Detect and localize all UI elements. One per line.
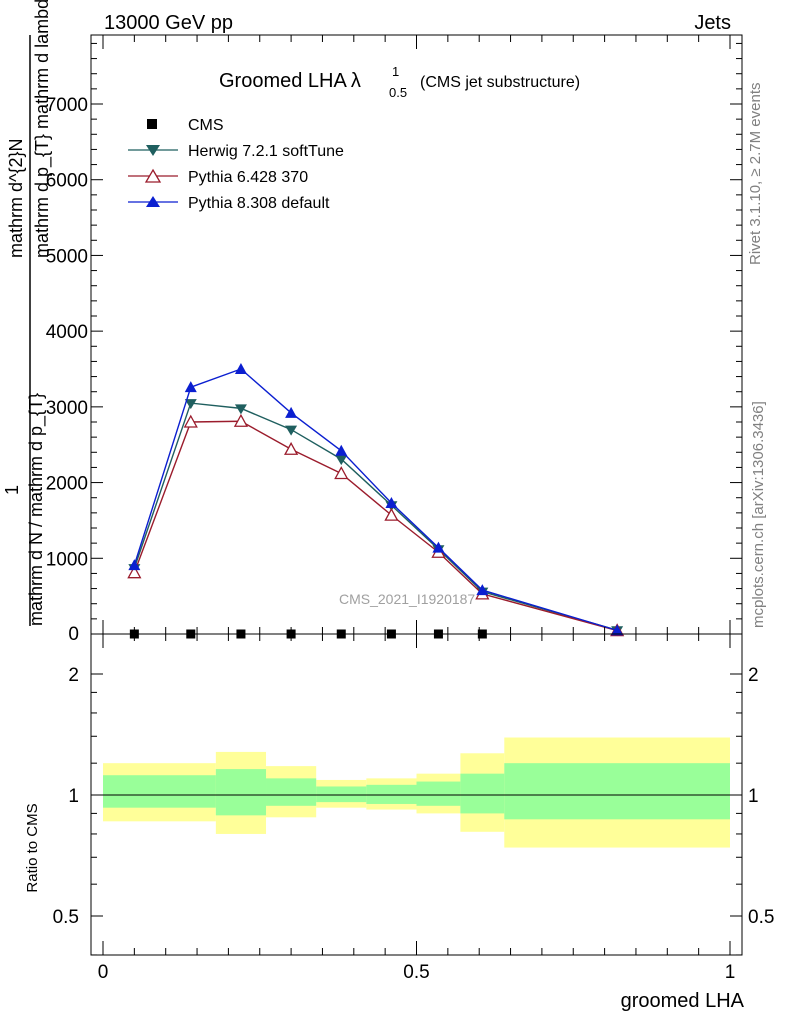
y-tick-label-5000: 5000 bbox=[46, 246, 88, 267]
ratio-tick-label-right-2: 2 bbox=[748, 665, 759, 686]
analysis-label: CMS_2021_I1920187 bbox=[339, 591, 475, 607]
x-tick-label-0.5: 0.5 bbox=[403, 962, 429, 983]
point-pythia-6-428-370-2 bbox=[233, 413, 249, 427]
legend-label-cms: CMS bbox=[188, 117, 224, 134]
ratio-inner-band-4 bbox=[366, 784, 417, 804]
ylabel-numerator: 1 bbox=[2, 485, 22, 495]
tick-layer: 1000 2000 3000 4000 5000 6000 7000 0 0 0.5 1 0.5 0.5… bbox=[46, 35, 774, 983]
ylabel-denominator: mathrm d N / mathrm d p_{T} bbox=[26, 393, 47, 626]
ratio-bands bbox=[103, 737, 730, 848]
point-pythia-6-428-370-4 bbox=[334, 466, 349, 480]
point-pythia-8-308-default-4 bbox=[335, 444, 348, 456]
ratio-inner-band-7 bbox=[504, 763, 730, 820]
x-tick-label-0: 0 bbox=[98, 962, 109, 983]
rivet-label: Rivet 3.1.10, ≥ 2.7M events bbox=[747, 83, 764, 266]
legend-marker-pythia8 bbox=[146, 196, 160, 207]
ratio-ylabel: Ratio to CMS bbox=[24, 803, 41, 892]
point-pythia-6-428-370-1 bbox=[183, 414, 198, 428]
jets-label: Jets bbox=[694, 12, 731, 34]
legend-item-herwig: Herwig 7.2.1 softTune bbox=[128, 143, 344, 160]
ratio-inner-band-3 bbox=[316, 786, 367, 803]
point-pythia-8-308-default-1 bbox=[184, 381, 197, 393]
y-tick-label-1000: 1000 bbox=[46, 549, 88, 570]
point-herwig-7-2-1-softtune-3 bbox=[285, 425, 298, 436]
y-tick-label-4000: 4000 bbox=[46, 322, 88, 343]
title-sup: 1 bbox=[392, 64, 399, 79]
energy-label: 13000 GeV pp bbox=[104, 12, 233, 34]
legend-item-cms: CMS bbox=[147, 117, 224, 134]
ratio-inner-band-5 bbox=[416, 781, 461, 806]
legend-label-pythia8: Pythia 8.308 default bbox=[188, 195, 330, 212]
ratio-inner-band-2 bbox=[266, 778, 317, 806]
legend-item-pythia6: Pythia 6.428 370 bbox=[128, 168, 308, 186]
y-tick-label-3000: 3000 bbox=[46, 398, 88, 419]
point-pythia-8-308-default-7 bbox=[476, 584, 489, 596]
legend-label-pythia6: Pythia 6.428 370 bbox=[188, 169, 308, 186]
mcplots-label: mcplots.cern.ch [arXiv:1306.3436] bbox=[750, 401, 767, 628]
y-tick-label-7000: 7000 bbox=[46, 95, 88, 116]
xlabel: groomed LHA bbox=[621, 990, 745, 1012]
y-tick-label-6000: 6000 bbox=[46, 171, 88, 192]
ratio-tick-label-left-1: 1 bbox=[68, 786, 79, 807]
chart-title: Groomed LHA λ 1 0.5 (CMS jet substructure… bbox=[219, 64, 580, 100]
point-pythia-8-308-default-8 bbox=[611, 624, 624, 636]
ratio-tick-label-left-0.5: 0.5 bbox=[53, 907, 79, 928]
title-sub: 0.5 bbox=[389, 85, 407, 100]
y-tick-label-0: 0 bbox=[68, 624, 79, 645]
title-subtitle: (CMS jet substructure) bbox=[420, 74, 580, 91]
point-pythia-8-308-default-2 bbox=[234, 363, 247, 374]
ratio-inner-band-6 bbox=[460, 773, 505, 814]
legend-marker-pythia6 bbox=[144, 168, 162, 183]
legend-item-pythia8: Pythia 8.308 default bbox=[128, 195, 330, 212]
point-pythia-8-308-default-6 bbox=[432, 541, 445, 553]
ratio-tick-label-right-0.5: 0.5 bbox=[748, 907, 774, 928]
ratio-tick-label-right-1: 1 bbox=[748, 786, 759, 807]
y-tick-label-2000: 2000 bbox=[46, 474, 88, 495]
ratio-inner-band-0 bbox=[103, 775, 216, 808]
point-herwig-7-2-1-softtune-2 bbox=[234, 404, 247, 415]
ylabel-mid: mathrm d p_{T} mathrm d lambda bbox=[32, 0, 53, 258]
legend: CMS Herwig 7.2.1 softTune Pythia 6.428 3… bbox=[128, 117, 344, 212]
title-text: Groomed LHA λ bbox=[219, 70, 361, 92]
legend-marker-cms bbox=[147, 119, 157, 129]
ratio-tick-label-left-2: 2 bbox=[68, 665, 79, 686]
legend-label-herwig: Herwig 7.2.1 softTune bbox=[188, 143, 344, 160]
ratio-inner-band-1 bbox=[215, 769, 267, 816]
point-pythia-6-428-370-3 bbox=[284, 441, 299, 455]
point-pythia-6-428-370-0 bbox=[127, 565, 142, 579]
point-pythia-6-428-370-5 bbox=[384, 507, 399, 521]
point-pythia-8-308-default-0 bbox=[128, 559, 141, 571]
point-herwig-7-2-1-softtune-4 bbox=[335, 455, 348, 466]
point-pythia-8-308-default-3 bbox=[285, 406, 298, 418]
point-pythia-8-308-default-5 bbox=[385, 497, 398, 509]
legend-marker-herwig bbox=[146, 145, 160, 156]
point-herwig-7-2-1-softtune-1 bbox=[184, 399, 197, 410]
ylabel-top: mathrm d^{2}N bbox=[6, 139, 26, 259]
x-tick-label-1: 1 bbox=[725, 962, 736, 983]
